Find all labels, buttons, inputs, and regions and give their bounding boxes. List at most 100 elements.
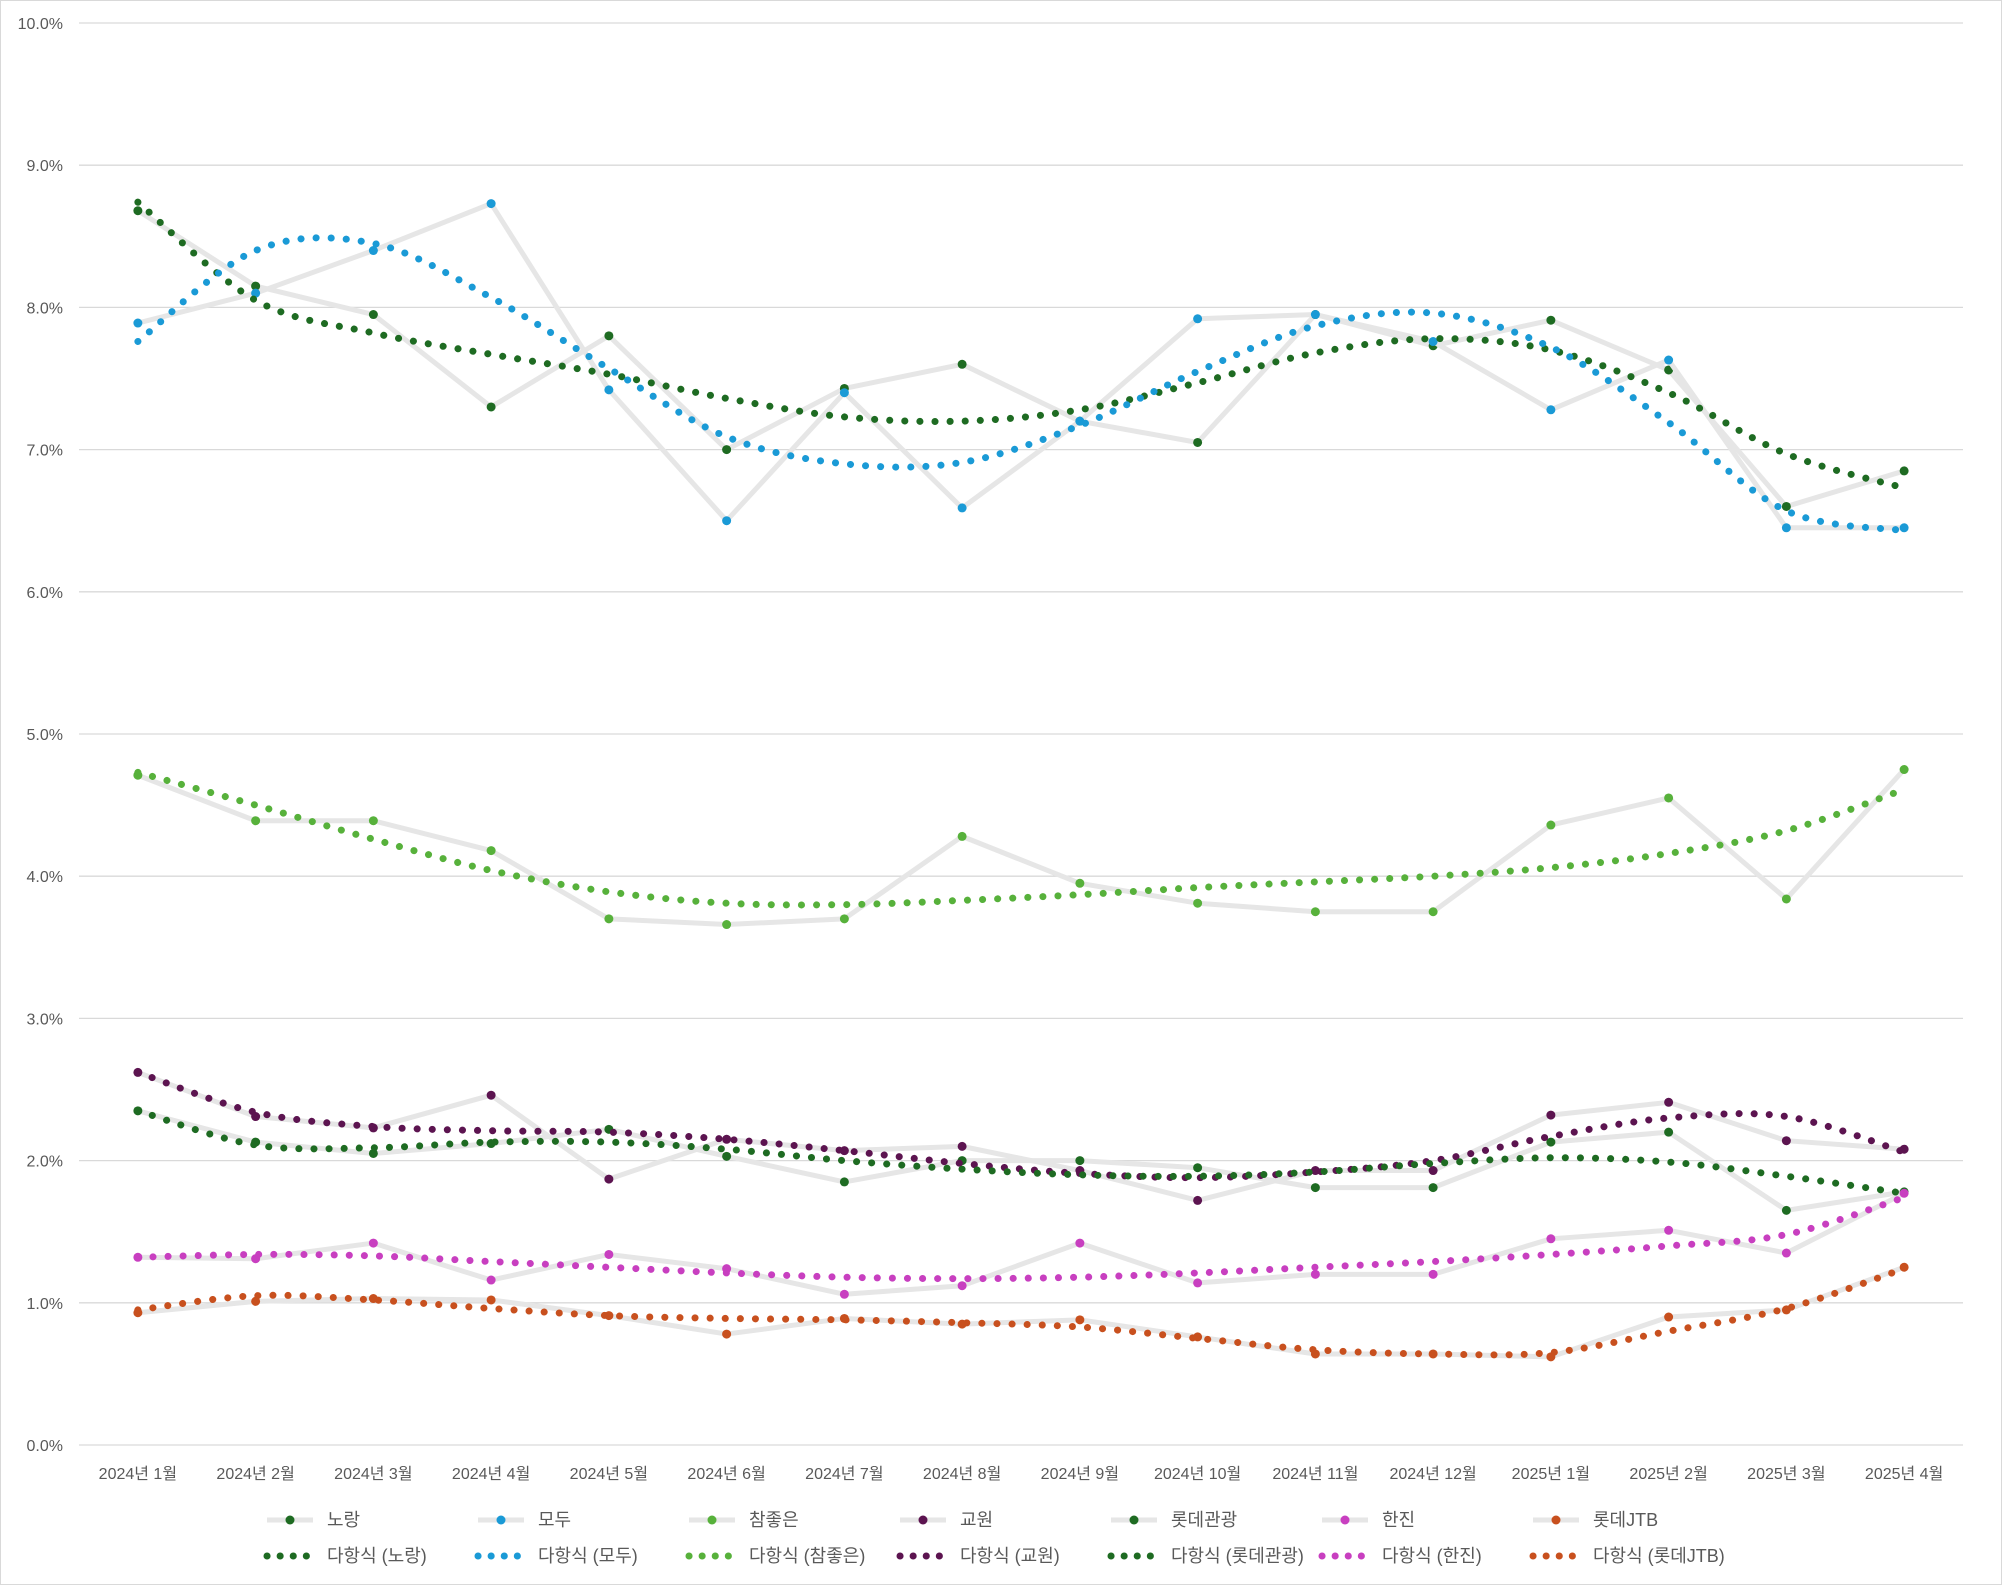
legend-item[interactable]: 다항식 (모두) xyxy=(474,1546,638,1566)
data-point[interactable] xyxy=(1781,1136,1791,1146)
data-point[interactable] xyxy=(1193,898,1203,908)
data-point[interactable] xyxy=(957,1141,967,1151)
data-point[interactable] xyxy=(1428,1166,1438,1176)
data-point[interactable] xyxy=(486,402,496,412)
data-point[interactable] xyxy=(1899,1188,1909,1198)
data-point[interactable] xyxy=(1899,523,1909,533)
data-point[interactable] xyxy=(604,331,614,341)
data-point[interactable] xyxy=(1664,355,1674,365)
data-point[interactable] xyxy=(957,503,967,513)
data-point[interactable] xyxy=(1664,1225,1674,1235)
data-point[interactable] xyxy=(251,816,261,826)
data-point[interactable] xyxy=(722,445,732,455)
data-point[interactable] xyxy=(722,1134,732,1144)
data-point[interactable] xyxy=(1428,907,1438,917)
data-point[interactable] xyxy=(1781,1205,1791,1215)
data-point[interactable] xyxy=(1664,365,1674,375)
legend-item[interactable]: 노랑 xyxy=(267,1510,360,1530)
data-point[interactable] xyxy=(957,831,967,841)
data-point[interactable] xyxy=(604,385,614,395)
data-point[interactable] xyxy=(604,1249,614,1259)
data-point[interactable] xyxy=(486,1090,496,1100)
data-point[interactable] xyxy=(1193,1163,1203,1173)
data-point[interactable] xyxy=(1193,437,1203,447)
data-point[interactable] xyxy=(133,318,143,328)
data-point[interactable] xyxy=(839,914,849,924)
data-point[interactable] xyxy=(1310,907,1320,917)
data-point[interactable] xyxy=(368,246,378,256)
data-point[interactable] xyxy=(1193,1278,1203,1288)
data-point[interactable] xyxy=(722,1329,732,1339)
data-point[interactable] xyxy=(486,199,496,209)
data-point[interactable] xyxy=(133,206,143,216)
data-point[interactable] xyxy=(1546,405,1556,415)
data-point[interactable] xyxy=(368,1238,378,1248)
data-point[interactable] xyxy=(368,816,378,826)
data-point[interactable] xyxy=(1310,1269,1320,1279)
data-point[interactable] xyxy=(1075,1156,1085,1166)
data-point[interactable] xyxy=(486,1295,496,1305)
data-point[interactable] xyxy=(368,310,378,320)
legend-item[interactable]: 모두 xyxy=(478,1510,571,1530)
series-line xyxy=(136,767,1906,928)
legend-item[interactable]: 다항식 (롯데관광) xyxy=(1107,1546,1304,1566)
data-point[interactable] xyxy=(1781,501,1791,511)
data-point[interactable] xyxy=(604,1174,614,1184)
legend-item[interactable]: 다항식 (노랑) xyxy=(263,1546,427,1566)
data-point[interactable] xyxy=(1428,337,1438,347)
data-point[interactable] xyxy=(957,359,967,369)
data-point[interactable] xyxy=(722,920,732,930)
data-point[interactable] xyxy=(1546,1234,1556,1244)
data-point[interactable] xyxy=(1664,793,1674,803)
x-tick-label: 2024년 8월 xyxy=(923,1465,1001,1483)
data-point[interactable] xyxy=(251,288,261,298)
legend-item[interactable]: 참좋은 xyxy=(689,1510,799,1530)
legend-item[interactable]: 교원 xyxy=(900,1510,993,1530)
data-point[interactable] xyxy=(1193,314,1203,324)
data-point[interactable] xyxy=(1781,1248,1791,1258)
data-point[interactable] xyxy=(1428,1269,1438,1279)
legend-item[interactable]: 다항식 (한진) xyxy=(1318,1546,1482,1566)
data-point[interactable] xyxy=(486,846,496,856)
data-point[interactable] xyxy=(1075,1238,1085,1248)
data-point[interactable] xyxy=(957,1281,967,1291)
data-point[interactable] xyxy=(722,1151,732,1161)
legend[interactable]: 노랑 모두 참좋은 교원 롯데관광 한진 롯데JTB 다항식 (노랑) 다항식 (모두) 다항식 … xyxy=(263,1510,1725,1566)
data-point[interactable] xyxy=(1546,315,1556,325)
data-point[interactable] xyxy=(251,1296,261,1306)
data-point[interactable] xyxy=(1664,1127,1674,1137)
data-point[interactable] xyxy=(1075,878,1085,888)
legend-item[interactable]: 한진 xyxy=(1322,1510,1415,1530)
trendline xyxy=(134,1068,1908,1182)
data-point[interactable] xyxy=(1664,1312,1674,1322)
data-point[interactable] xyxy=(1899,1262,1909,1272)
data-point[interactable] xyxy=(1899,765,1909,775)
data-point[interactable] xyxy=(839,388,849,398)
data-point[interactable] xyxy=(604,914,614,924)
data-point[interactable] xyxy=(251,281,261,291)
data-point[interactable] xyxy=(1546,1137,1556,1147)
data-point[interactable] xyxy=(1781,523,1791,533)
data-point[interactable] xyxy=(1075,1315,1085,1325)
legend-item[interactable]: 다항식 (교원) xyxy=(896,1546,1060,1566)
x-tick-label: 2025년 4월 xyxy=(1865,1465,1943,1483)
data-point[interactable] xyxy=(1310,1166,1320,1176)
data-point[interactable] xyxy=(1546,1110,1556,1120)
data-point[interactable] xyxy=(1310,1183,1320,1193)
data-point[interactable] xyxy=(1664,1097,1674,1107)
data-point[interactable] xyxy=(1428,1183,1438,1193)
data-point[interactable] xyxy=(486,1275,496,1285)
data-point[interactable] xyxy=(1899,466,1909,476)
legend-item[interactable]: 롯데JTB xyxy=(1533,1510,1658,1530)
legend-item[interactable]: 다항식 (롯데JTB) xyxy=(1529,1546,1725,1566)
data-point[interactable] xyxy=(1546,820,1556,830)
legend-item[interactable]: 다항식 (참좋은) xyxy=(685,1546,865,1566)
data-point[interactable] xyxy=(1781,894,1791,904)
data-point[interactable] xyxy=(1310,310,1320,320)
data-point[interactable] xyxy=(839,1177,849,1187)
data-point[interactable] xyxy=(1193,1195,1203,1205)
data-point[interactable] xyxy=(839,1289,849,1299)
data-point[interactable] xyxy=(722,516,732,526)
data-point[interactable] xyxy=(368,1148,378,1158)
legend-item[interactable]: 롯데관광 xyxy=(1111,1510,1237,1530)
